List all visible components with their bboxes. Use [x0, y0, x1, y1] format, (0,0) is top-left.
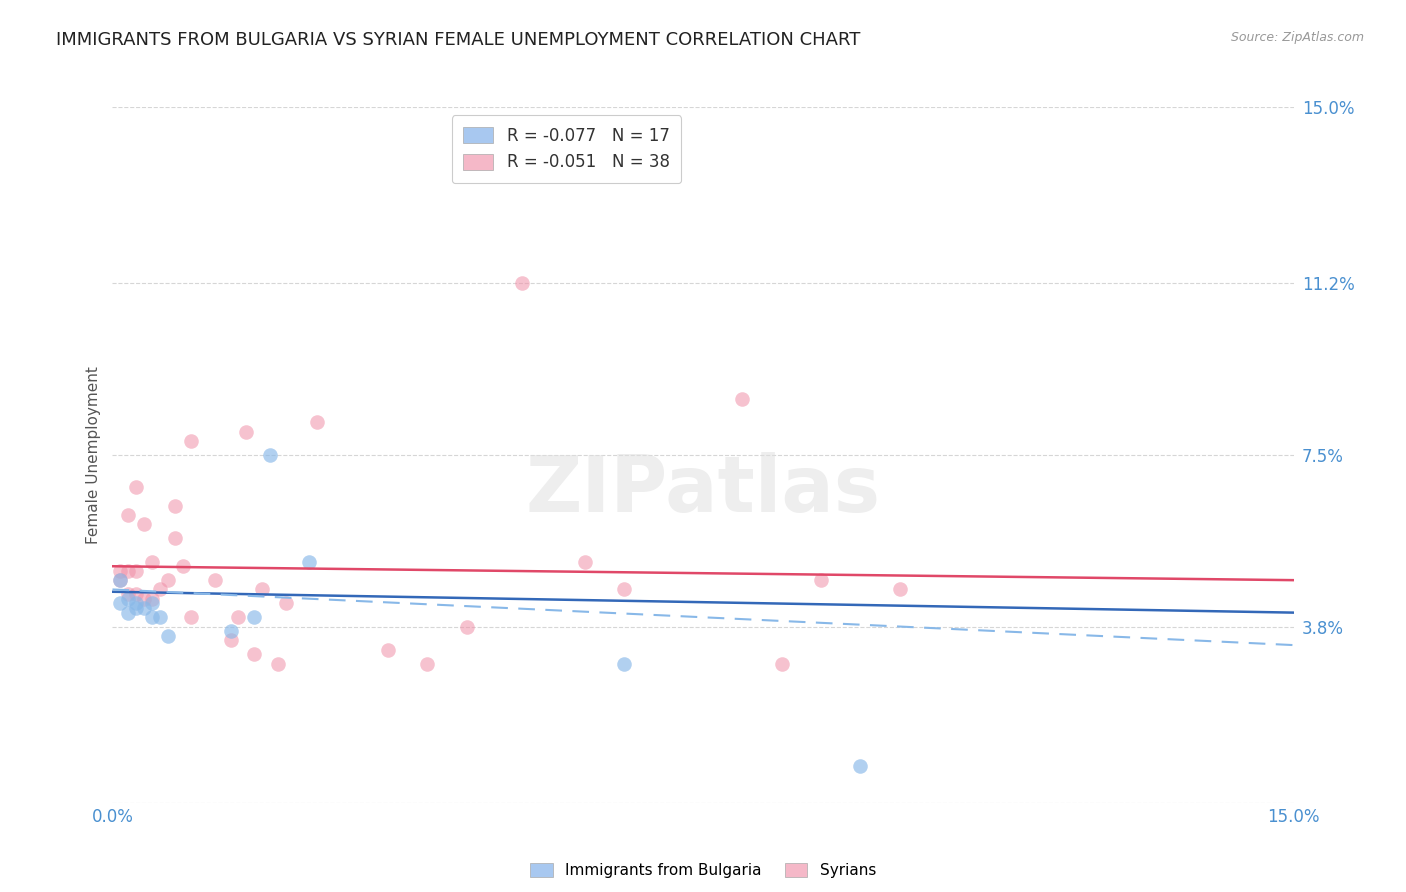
Point — [298, 555, 321, 569]
Point — [117, 587, 139, 601]
Text: Source: ZipAtlas.com: Source: ZipAtlas.com — [1230, 31, 1364, 45]
Point — [180, 610, 202, 624]
Point — [204, 573, 226, 587]
Point — [110, 573, 132, 587]
Point — [110, 573, 132, 587]
Point — [250, 582, 273, 597]
Point — [810, 573, 832, 587]
Point — [219, 624, 242, 639]
Point — [125, 587, 148, 601]
Point — [889, 582, 911, 597]
Point — [574, 555, 596, 569]
Point — [141, 591, 163, 606]
Point — [180, 434, 202, 448]
Point — [125, 601, 148, 615]
Point — [770, 657, 793, 671]
Point — [235, 425, 257, 439]
Point — [267, 657, 290, 671]
Point — [125, 480, 148, 494]
Point — [172, 559, 194, 574]
Point — [132, 601, 155, 615]
Point — [456, 619, 478, 633]
Point — [141, 596, 163, 610]
Point — [274, 596, 297, 610]
Point — [132, 517, 155, 532]
Point — [156, 629, 179, 643]
Point — [613, 582, 636, 597]
Point — [219, 633, 242, 648]
Text: IMMIGRANTS FROM BULGARIA VS SYRIAN FEMALE UNEMPLOYMENT CORRELATION CHART: IMMIGRANTS FROM BULGARIA VS SYRIAN FEMAL… — [56, 31, 860, 49]
Point — [243, 610, 266, 624]
Point — [510, 277, 533, 291]
Point — [243, 648, 266, 662]
Point — [613, 657, 636, 671]
Point — [132, 591, 155, 606]
Point — [731, 392, 754, 407]
Point — [117, 606, 139, 620]
Point — [125, 564, 148, 578]
Point — [165, 499, 187, 513]
Point — [141, 555, 163, 569]
Point — [110, 596, 132, 610]
Point — [117, 564, 139, 578]
Point — [416, 657, 439, 671]
Point — [259, 448, 281, 462]
Point — [377, 642, 399, 657]
Point — [165, 532, 187, 546]
Point — [156, 573, 179, 587]
Text: ZIPatlas: ZIPatlas — [526, 451, 880, 528]
Point — [228, 610, 250, 624]
Legend: Immigrants from Bulgaria, Syrians: Immigrants from Bulgaria, Syrians — [522, 855, 884, 886]
Point — [849, 758, 872, 772]
Point — [125, 596, 148, 610]
Point — [149, 582, 172, 597]
Point — [307, 416, 329, 430]
Point — [149, 610, 172, 624]
Point — [117, 508, 139, 523]
Point — [110, 564, 132, 578]
Point — [117, 591, 139, 606]
Point — [141, 610, 163, 624]
Y-axis label: Female Unemployment: Female Unemployment — [86, 366, 101, 544]
